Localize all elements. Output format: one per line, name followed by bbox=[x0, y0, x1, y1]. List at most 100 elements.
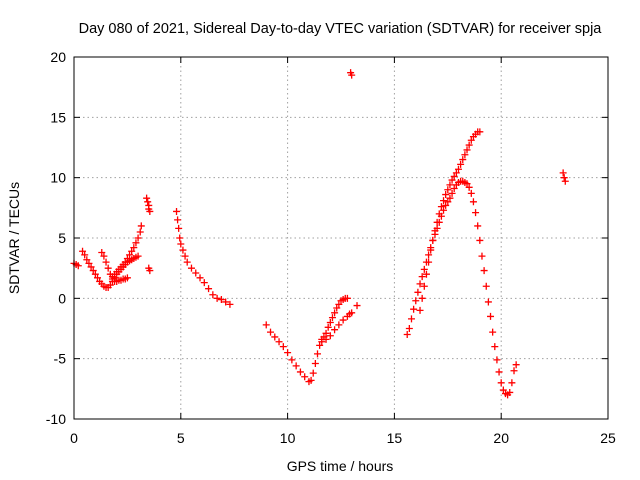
data-point bbox=[187, 264, 195, 272]
data-point bbox=[271, 333, 279, 341]
data-point bbox=[134, 252, 142, 260]
data-point bbox=[420, 265, 428, 273]
data-point bbox=[429, 236, 437, 244]
data-point bbox=[132, 239, 140, 247]
data-point bbox=[83, 256, 91, 264]
data-point bbox=[561, 177, 569, 185]
data-point bbox=[457, 160, 465, 168]
data-point bbox=[87, 263, 95, 271]
data-point bbox=[318, 338, 326, 346]
data-point bbox=[444, 198, 452, 206]
series-early-group bbox=[70, 194, 154, 291]
data-point bbox=[510, 367, 518, 375]
data-point bbox=[420, 282, 428, 290]
data-point bbox=[440, 197, 448, 205]
data-point bbox=[179, 246, 187, 254]
data-point bbox=[446, 194, 454, 202]
data-point bbox=[493, 356, 501, 364]
data-point bbox=[98, 248, 106, 256]
data-point bbox=[348, 309, 356, 317]
data-point bbox=[217, 296, 225, 304]
data-point bbox=[403, 331, 411, 339]
data-point bbox=[348, 71, 356, 79]
data-point bbox=[146, 267, 154, 275]
data-point bbox=[442, 191, 450, 199]
series-midday-dip bbox=[262, 69, 361, 386]
data-point bbox=[560, 174, 568, 182]
data-point bbox=[478, 252, 486, 260]
data-point bbox=[176, 234, 184, 242]
data-point bbox=[461, 151, 469, 159]
data-point bbox=[450, 185, 458, 193]
data-point bbox=[508, 379, 516, 387]
data-point bbox=[137, 222, 145, 230]
data-point bbox=[442, 201, 450, 209]
data-point bbox=[91, 270, 99, 278]
data-point bbox=[450, 172, 458, 180]
data-point bbox=[331, 326, 339, 334]
x-tick-label: 5 bbox=[177, 430, 185, 446]
data-point bbox=[433, 218, 441, 226]
data-point bbox=[480, 267, 488, 275]
y-tick-label: -10 bbox=[46, 411, 66, 427]
data-point bbox=[487, 312, 495, 320]
data-point bbox=[472, 209, 480, 217]
data-point bbox=[463, 146, 471, 154]
data-point bbox=[412, 297, 420, 305]
data-point bbox=[440, 206, 448, 214]
data-point bbox=[446, 181, 454, 189]
data-point bbox=[102, 258, 110, 266]
x-axis-label: GPS time / hours bbox=[287, 458, 394, 474]
x-tick-label: 10 bbox=[280, 430, 296, 446]
data-point bbox=[106, 281, 114, 289]
data-point bbox=[93, 274, 101, 282]
data-point bbox=[309, 369, 317, 377]
data-point bbox=[104, 264, 112, 272]
data-point bbox=[226, 300, 234, 308]
data-point bbox=[495, 368, 503, 376]
data-point bbox=[288, 356, 296, 364]
data-point bbox=[177, 240, 185, 248]
data-point bbox=[467, 189, 475, 197]
data-point bbox=[425, 251, 433, 259]
data-point bbox=[448, 189, 456, 197]
data-point bbox=[414, 288, 422, 296]
data-point bbox=[335, 321, 343, 329]
data-point bbox=[416, 306, 424, 314]
data-point bbox=[448, 176, 456, 184]
data-point bbox=[222, 298, 230, 306]
data-point bbox=[128, 247, 136, 255]
data-point bbox=[123, 255, 131, 263]
data-point bbox=[324, 323, 332, 331]
data-point bbox=[444, 186, 452, 194]
data-point bbox=[134, 234, 142, 242]
data-point bbox=[74, 262, 82, 270]
data-point bbox=[307, 376, 315, 384]
series-morning-decay bbox=[173, 207, 234, 308]
data-point bbox=[284, 349, 292, 357]
data-point bbox=[343, 294, 351, 302]
data-point bbox=[512, 361, 520, 369]
y-tick-label: 5 bbox=[58, 230, 66, 246]
data-point bbox=[416, 280, 424, 288]
data-point bbox=[418, 273, 426, 281]
data-point bbox=[331, 309, 339, 317]
y-tick-label: 20 bbox=[50, 49, 66, 65]
data-point bbox=[410, 305, 418, 313]
data-point bbox=[465, 141, 473, 149]
data-point bbox=[489, 328, 497, 336]
plot-frame bbox=[73, 56, 609, 420]
data-point bbox=[559, 169, 567, 177]
data-point bbox=[126, 251, 134, 259]
y-tick-label: 10 bbox=[50, 170, 66, 186]
data-point bbox=[292, 362, 300, 370]
series-evening-rise bbox=[403, 128, 569, 399]
data-point bbox=[476, 236, 484, 244]
data-point bbox=[175, 224, 183, 232]
data-point bbox=[427, 246, 435, 254]
data-point bbox=[296, 368, 304, 376]
data-point bbox=[200, 279, 208, 287]
data-point bbox=[81, 251, 89, 259]
data-point bbox=[335, 300, 343, 308]
